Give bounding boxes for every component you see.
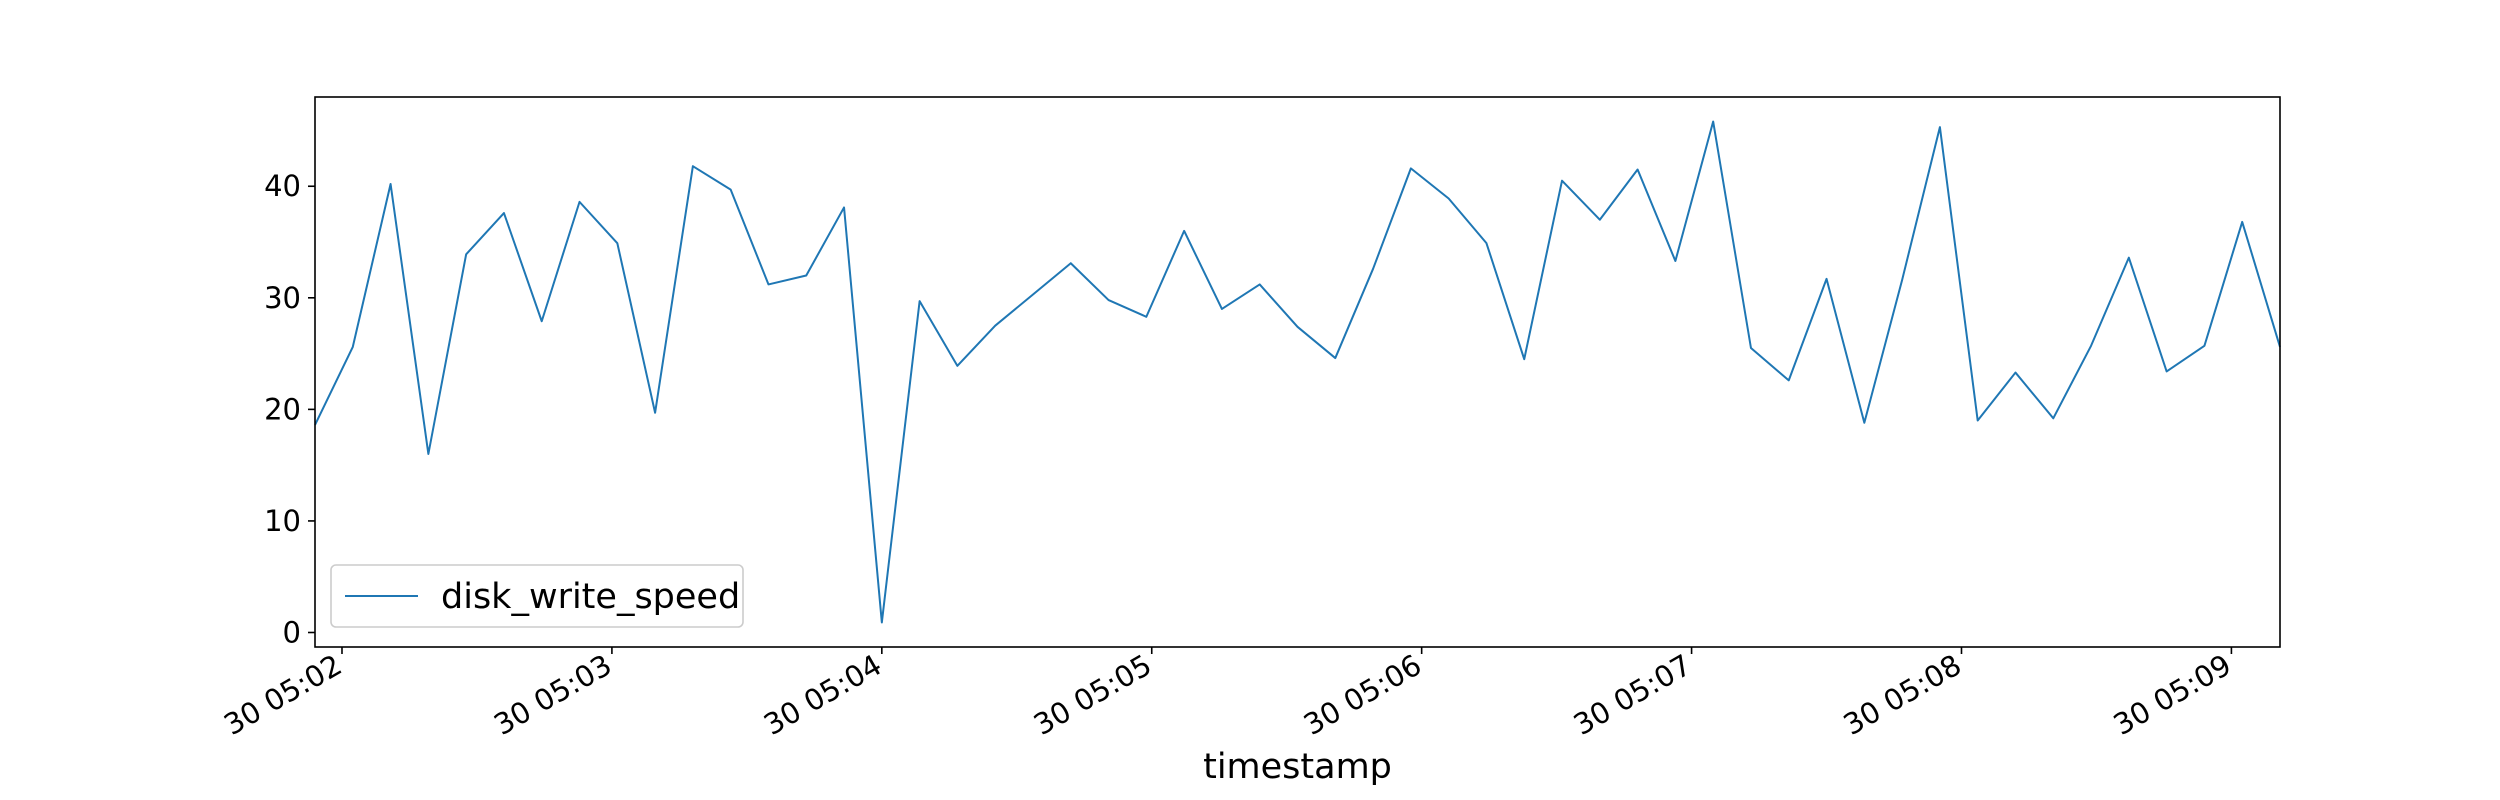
x-tick-label: 30 05:05	[1028, 648, 1157, 742]
y-tick-label: 40	[264, 169, 301, 203]
x-tick-label: 30 05:06	[1298, 648, 1427, 742]
y-tick-label: 30	[264, 281, 301, 315]
legend-label-disk-write-speed: disk_write_speed	[441, 577, 740, 617]
y-tick-label: 10	[264, 504, 301, 538]
x-tick-label: 30 05:08	[1838, 648, 1967, 742]
y-tick-label: 20	[264, 392, 301, 426]
plot-layer	[314, 120, 2281, 624]
x-tick-label: 30 05:07	[1568, 648, 1697, 742]
legend: disk_write_speed	[330, 564, 744, 628]
x-tick-label: 30 05:04	[758, 648, 887, 742]
x-tick-label: 30 05:02	[218, 648, 347, 742]
x-axis-ticks: 30 05:02 30 05:03 30 05:04 30 05:05 30 05:06…	[218, 647, 2237, 742]
series-line-disk-write-speed	[314, 120, 2281, 624]
plot-frame	[314, 96, 2281, 648]
y-tick-label: 0	[283, 615, 301, 649]
x-tick-label: 30 05:09	[2108, 648, 2237, 742]
x-axis-title: timestamp	[1203, 747, 1392, 787]
legend-box	[330, 564, 744, 628]
x-tick-label: 30 05:03	[488, 648, 617, 742]
y-axis-ticks: 0 10 20 30 40	[264, 169, 315, 649]
